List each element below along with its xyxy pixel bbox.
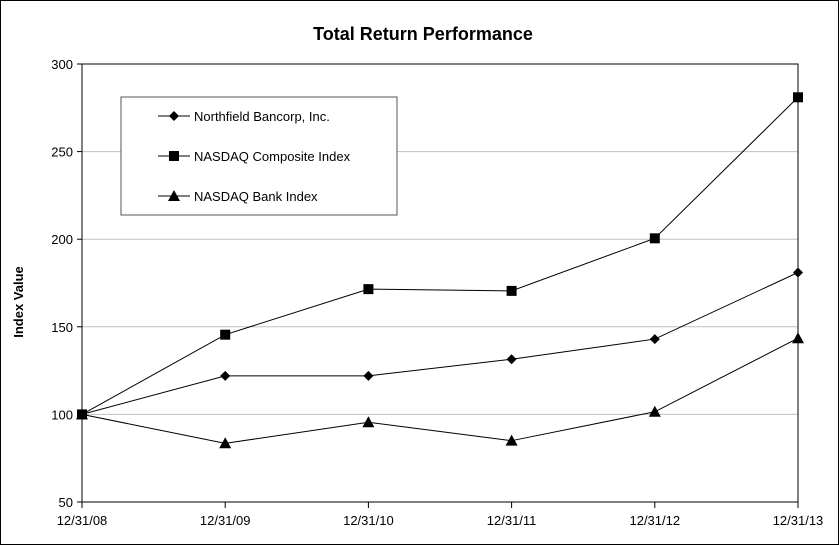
y-tick-label: 100 xyxy=(51,407,73,422)
y-tick-label: 50 xyxy=(59,495,73,510)
data-point xyxy=(220,329,231,340)
series-line xyxy=(81,272,799,415)
y-axis-title: Index Value xyxy=(11,266,26,338)
legend-marker xyxy=(169,151,179,161)
data-point xyxy=(649,233,660,244)
data-point xyxy=(363,370,374,381)
data-point xyxy=(792,332,804,344)
y-tick-label: 150 xyxy=(51,320,73,335)
data-point xyxy=(505,434,518,446)
x-tick-label: 12/31/08 xyxy=(57,513,108,528)
x-tick-label: 12/31/13 xyxy=(773,513,824,528)
data-point xyxy=(76,408,88,420)
legend-marker xyxy=(168,190,180,201)
legend-label: NASDAQ Composite Index xyxy=(194,149,351,164)
axes: 50 100 150 200 250 300 12/31/08 12/31/09 12/31/1… xyxy=(51,57,823,528)
data-point xyxy=(793,267,803,278)
data-point xyxy=(506,354,517,365)
legend-marker xyxy=(169,111,179,121)
data-point xyxy=(362,416,375,428)
data-point xyxy=(220,370,231,381)
series-line xyxy=(81,96,799,415)
x-tick-label: 12/31/09 xyxy=(200,513,251,528)
x-tick-label: 12/31/10 xyxy=(343,513,394,528)
data-point xyxy=(793,92,803,103)
legend-item: Northfield Bancorp, Inc. xyxy=(158,109,330,124)
y-tick-label: 200 xyxy=(51,232,73,247)
y-tick-label: 300 xyxy=(51,57,73,72)
y-tick-label: 250 xyxy=(51,145,73,160)
series-3 xyxy=(76,332,804,449)
data-point xyxy=(649,334,660,345)
plot-frame xyxy=(81,63,799,503)
legend: Northfield Bancorp, Inc. NASDAQ Composite… xyxy=(120,96,398,216)
data-point xyxy=(506,285,517,296)
chart-title: Total Return Performance xyxy=(313,24,533,44)
legend-label: Northfield Bancorp, Inc. xyxy=(194,109,330,124)
legend-item: NASDAQ Bank Index xyxy=(158,189,318,204)
legend-item: NASDAQ Composite Index xyxy=(158,149,351,164)
data-point xyxy=(219,437,232,449)
x-tick-label: 12/31/12 xyxy=(629,513,680,528)
series-layer xyxy=(76,92,804,449)
legend-label: NASDAQ Bank Index xyxy=(194,189,318,204)
data-point xyxy=(648,405,661,417)
data-point xyxy=(363,284,374,295)
series-line xyxy=(81,337,799,444)
x-tick-label: 12/31/11 xyxy=(487,513,537,528)
